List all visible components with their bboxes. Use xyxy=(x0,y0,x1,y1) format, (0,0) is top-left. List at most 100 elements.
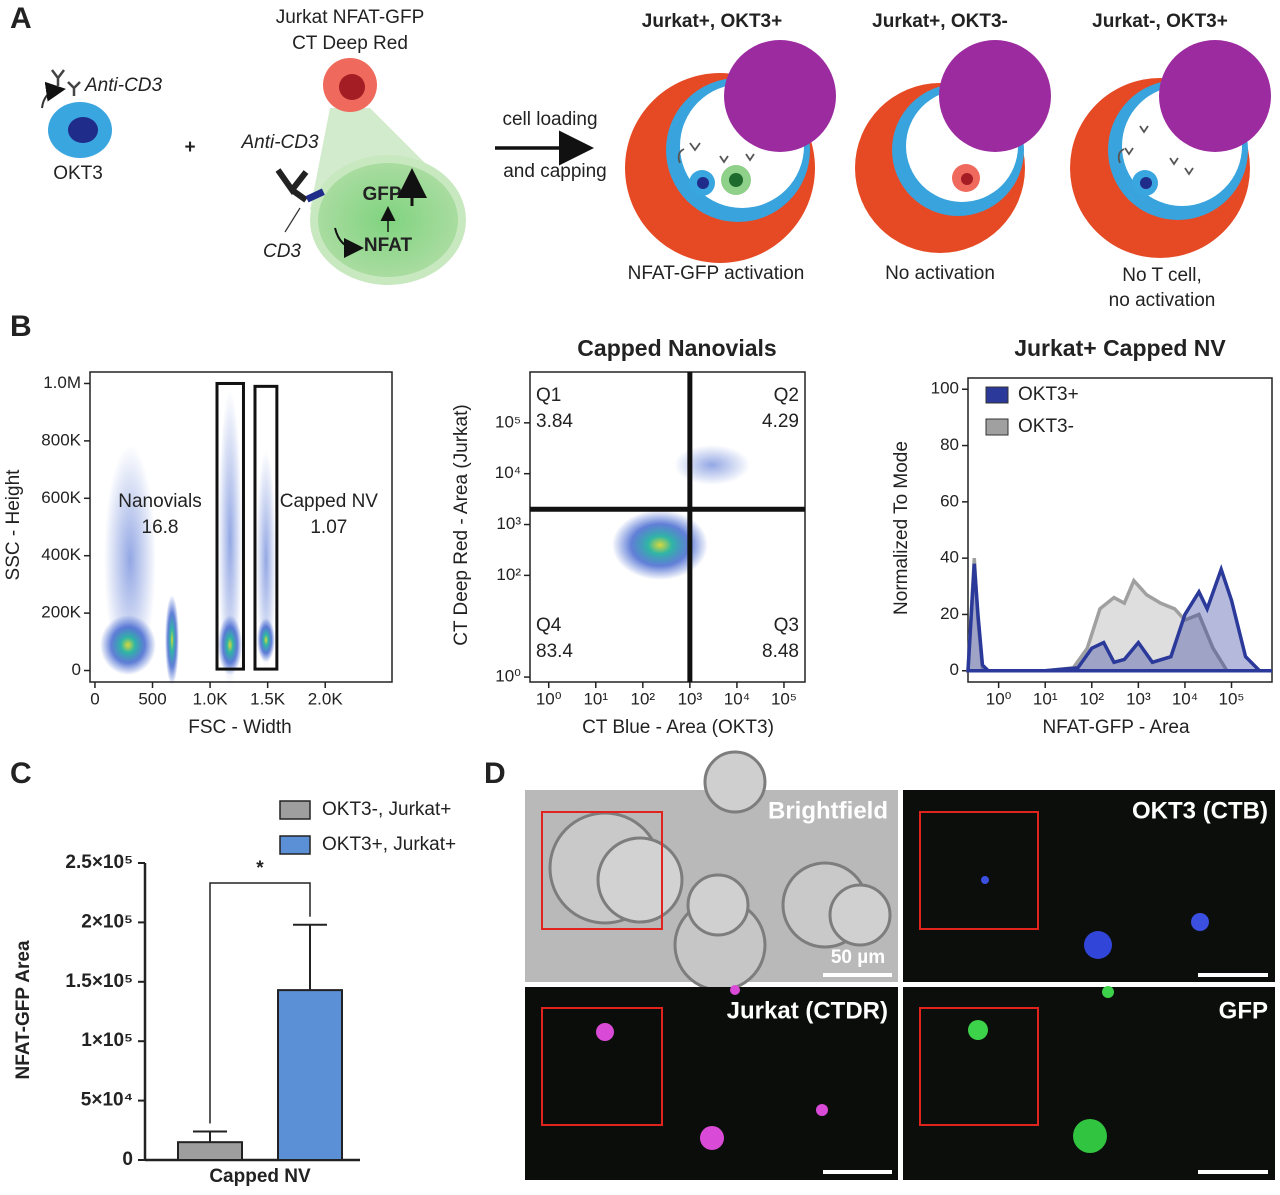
y-axis-label: SSC - Height xyxy=(3,469,24,581)
nfat-label: NFAT xyxy=(364,235,413,256)
panel-label: B xyxy=(10,310,32,343)
y-axis-label: Normalized To Mode xyxy=(891,441,912,615)
x-tick-label: 10² xyxy=(631,689,656,708)
x-tick-label: 10³ xyxy=(1126,689,1151,708)
x-tick-label: 2.0K xyxy=(308,689,344,708)
x-tick-label: 1.5K xyxy=(250,689,286,708)
plot-frame xyxy=(89,371,393,683)
panel-label: D xyxy=(484,757,506,790)
legend-swatch xyxy=(985,418,1009,436)
y-tick-label: 80 xyxy=(940,435,959,454)
cell-signals xyxy=(596,876,1209,1153)
cell-title: CT Deep Red xyxy=(292,33,408,54)
error-bar xyxy=(293,923,327,991)
x-tick-label: 1.0K xyxy=(193,689,229,708)
gate-name: Nanovials xyxy=(118,491,201,512)
nanovial-images xyxy=(548,750,892,992)
y-tick-label: 10² xyxy=(496,565,521,584)
gate-value: 16.8 xyxy=(142,517,179,538)
y-tick-label: 5×10⁴ xyxy=(81,1090,133,1111)
y-tick-label: 10⁰ xyxy=(495,667,521,686)
condition-caption: NFAT-GFP activation xyxy=(628,263,805,284)
density-plot xyxy=(100,390,750,690)
chart-title: Jurkat+ Capped NV xyxy=(1014,335,1226,361)
x-tick-label: 10³ xyxy=(678,689,703,708)
x-axis-label: FSC - Width xyxy=(188,717,291,738)
y-tick-label: 1×10⁵ xyxy=(81,1030,133,1051)
antibody-label: Anti-CD3 xyxy=(240,132,319,153)
image-label: Brightfield xyxy=(768,797,888,824)
x-tick-label: 10¹ xyxy=(1033,689,1058,708)
bar xyxy=(277,989,343,1162)
plot-frame xyxy=(967,377,1273,683)
scale-bar-label: 50 µm xyxy=(831,947,885,968)
legend-swatch xyxy=(279,800,311,820)
y-axis-label: CT Deep Red - Area (Jurkat) xyxy=(451,404,472,645)
arrow-label: cell loading xyxy=(502,109,597,130)
y-tick-label: 10⁵ xyxy=(495,412,521,431)
x-tick-label: Capped NV xyxy=(209,1166,311,1187)
y-tick-label: 1.5×10⁵ xyxy=(65,971,133,992)
x-axis-label: CT Blue - Area (OKT3) xyxy=(582,717,774,738)
image-label: Jurkat (CTDR) xyxy=(727,997,888,1024)
legend-label: OKT3+ xyxy=(1018,384,1079,405)
condition-title: Jurkat+, OKT3+ xyxy=(642,11,782,32)
cell-label: OKT3 xyxy=(53,163,103,184)
arrow xyxy=(41,81,66,109)
y-tick-label: 400K xyxy=(41,545,81,564)
antibody-icon xyxy=(51,69,81,96)
quadrant-name: Q4 xyxy=(536,615,562,636)
legend-label: OKT3+, Jurkat+ xyxy=(322,834,456,855)
x-tick-label: 10⁴ xyxy=(1172,689,1198,708)
condition-caption: No activation xyxy=(885,263,995,284)
legend-label: OKT3-, Jurkat+ xyxy=(322,799,451,820)
quadrant-value: 4.29 xyxy=(762,411,799,432)
gfp-label: GFP xyxy=(362,184,401,205)
image-label: OKT3 (CTB) xyxy=(1132,797,1268,824)
x-tick-label: 10⁰ xyxy=(986,689,1012,708)
x-tick-label: 10⁰ xyxy=(536,689,562,708)
error-bar xyxy=(193,1130,227,1143)
nanovial xyxy=(1070,40,1271,258)
jurkat-nucleus xyxy=(339,74,365,100)
x-tick-label: 0 xyxy=(90,689,99,708)
y-axis-label: NFAT-GFP Area xyxy=(13,940,34,1079)
significance-label: * xyxy=(256,858,264,879)
legend-swatch xyxy=(985,386,1009,404)
legend-swatch xyxy=(279,835,311,855)
antibody-icon xyxy=(275,168,309,203)
x-tick-label: 10¹ xyxy=(583,689,608,708)
quadrant-name: Q1 xyxy=(536,385,561,406)
gate xyxy=(215,381,245,671)
cd3-receptor xyxy=(305,188,325,203)
y-tick-label: 0 xyxy=(72,660,81,679)
x-tick-label: 10² xyxy=(1079,689,1104,708)
panel-label: A xyxy=(10,2,32,35)
scale-bars xyxy=(823,973,1268,1174)
okt3-nucleus xyxy=(68,117,98,143)
quadrant-value: 83.4 xyxy=(536,641,573,662)
cell-title: Jurkat NFAT-GFP xyxy=(276,7,425,28)
chart-title: Capped Nanovials xyxy=(577,335,776,361)
x-tick-label: 500 xyxy=(138,689,166,708)
image-label: GFP xyxy=(1219,997,1268,1024)
y-tick-label: 10³ xyxy=(496,514,521,533)
gate xyxy=(253,384,279,671)
quadrant-name: Q2 xyxy=(774,385,799,406)
y-tick-label: 2×10⁵ xyxy=(81,911,133,932)
arrow xyxy=(334,227,364,258)
significance-bracket xyxy=(209,882,311,1124)
x-tick-label: 10⁵ xyxy=(771,689,797,708)
zoom-boxes xyxy=(541,811,1039,1126)
y-tick-label: 40 xyxy=(940,548,959,567)
panel-a: A Anti-CD3 OKT3 + Jurkat NFAT-GFP CT Dee… xyxy=(10,2,1271,311)
x-axis-label: NFAT-GFP - Area xyxy=(1042,717,1190,738)
panel-c: C NFAT-GFP Area xyxy=(10,757,34,1080)
condition-caption: no activation xyxy=(1109,290,1216,311)
arrow-label: and capping xyxy=(503,161,607,182)
quadrant-value: 3.84 xyxy=(536,411,573,432)
y-tick-label: 800K xyxy=(41,430,81,449)
y-tick-label: 20 xyxy=(940,604,959,623)
